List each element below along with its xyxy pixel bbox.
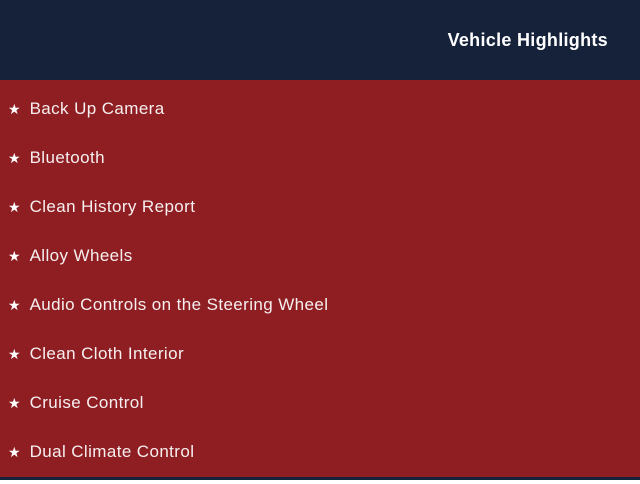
star-icon: ★ [8, 345, 21, 362]
feature-label: Alloy Wheels [29, 245, 133, 265]
feature-label: Clean Cloth Interior [29, 343, 185, 363]
feature-label: Back Up Camera [29, 98, 165, 118]
feature-label: Cruise Control [29, 392, 144, 412]
feature-label: Audio Controls on the Steering Wheel [29, 294, 329, 314]
header-bar: Vehicle Highlights [0, 0, 640, 80]
star-icon: ★ [8, 394, 21, 411]
page-title: Vehicle Highlights [447, 29, 608, 50]
list-item: ★ Cruise Control [0, 378, 640, 427]
list-item: ★ Bluetooth [0, 133, 640, 182]
feature-list: ★ Back Up Camera ★ Bluetooth ★ Clean History … [0, 80, 640, 484]
star-icon: ★ [8, 149, 21, 166]
star-icon: ★ [8, 443, 21, 460]
list-item: ★ Dual Climate Control [0, 427, 640, 476]
list-item: ★ Alloy Wheels [0, 231, 640, 280]
star-icon: ★ [8, 100, 21, 117]
star-icon: ★ [8, 296, 21, 313]
list-item: ★ Back Up Camera [0, 84, 640, 133]
list-item: ★ Clean History Report [0, 182, 640, 231]
feature-label: Bluetooth [29, 147, 105, 167]
list-item: ★ Clean Cloth Interior [0, 329, 640, 378]
star-icon: ★ [8, 198, 21, 215]
star-icon: ★ [8, 247, 21, 264]
feature-label: Clean History Report [29, 196, 196, 216]
feature-label: Dual Climate Control [29, 441, 195, 461]
list-item: ★ Audio Controls on the Steering Wheel [0, 280, 640, 329]
